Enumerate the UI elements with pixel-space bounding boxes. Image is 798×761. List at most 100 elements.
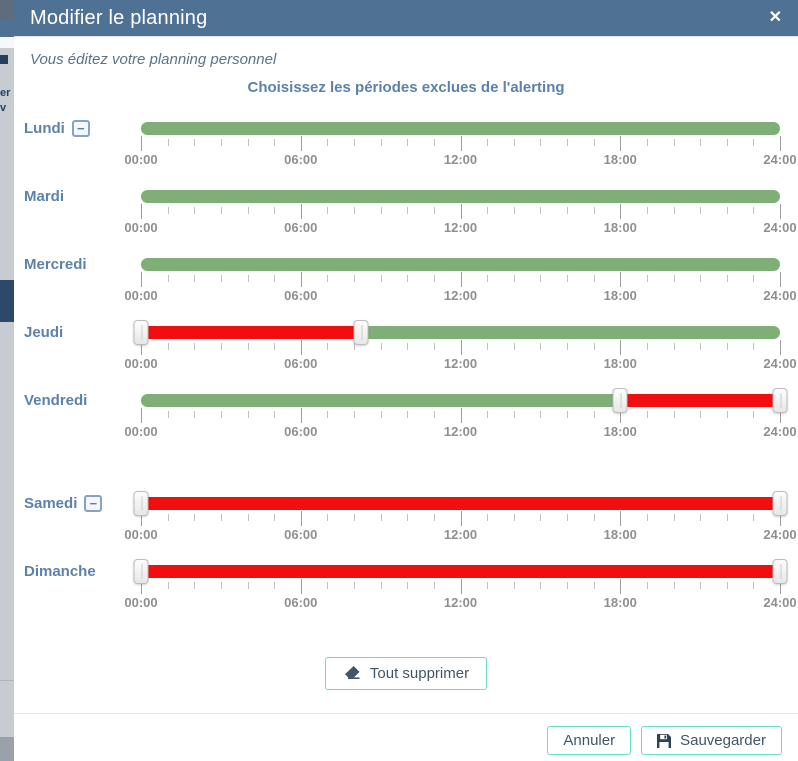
major-tick xyxy=(780,340,781,355)
minor-tick xyxy=(726,275,728,282)
background-text-fragment: er xyxy=(0,87,11,99)
minor-tick xyxy=(487,514,489,521)
minor-tick xyxy=(433,411,435,418)
day-row: Samedi − 00:00 06:00 12:00 18:00 24:00 xyxy=(14,491,798,543)
minor-tick xyxy=(753,514,755,521)
minor-tick xyxy=(407,343,409,350)
major-tick xyxy=(141,408,142,423)
minor-tick xyxy=(567,514,568,521)
day-label-col: Vendredi xyxy=(14,392,141,409)
day-label: Mardi xyxy=(24,188,65,205)
major-tick xyxy=(300,408,302,423)
time-range-slider[interactable]: 00:00 06:00 12:00 18:00 24:00 xyxy=(124,122,797,168)
time-range-slider[interactable]: 00:00 06:00 12:00 18:00 24:00 xyxy=(124,491,797,543)
background-footer-band xyxy=(0,737,14,761)
tick-label: 24:00 xyxy=(763,152,797,167)
slider-ticks: 00:00 06:00 12:00 18:00 24:00 xyxy=(124,340,797,372)
remove-period-button[interactable]: − xyxy=(84,495,103,512)
minor-tick xyxy=(567,411,568,418)
minor-tick xyxy=(407,275,409,282)
minor-tick xyxy=(194,139,196,146)
tick-label: 12:00 xyxy=(443,220,478,235)
day-label: Jeudi xyxy=(24,324,64,341)
day-label-col: Dimanche xyxy=(14,563,141,580)
time-range-slider[interactable]: 00:00 06:00 12:00 18:00 24:00 xyxy=(124,320,797,372)
minor-tick xyxy=(167,343,169,350)
time-range-slider[interactable]: 00:00 06:00 12:00 18:00 24:00 xyxy=(124,559,797,611)
tick-label: 00:00 xyxy=(124,152,158,167)
minor-tick xyxy=(327,582,329,589)
cancel-button[interactable]: Annuler xyxy=(547,726,632,755)
minor-tick xyxy=(567,275,568,282)
minor-tick xyxy=(673,207,675,214)
slider-handle[interactable] xyxy=(353,320,369,345)
minor-tick xyxy=(274,582,276,589)
slider-handle[interactable] xyxy=(612,388,628,413)
minor-tick xyxy=(274,275,276,282)
minor-tick xyxy=(194,514,196,521)
slider-handle[interactable] xyxy=(772,559,788,584)
minor-tick xyxy=(540,582,542,589)
minor-tick xyxy=(220,139,222,146)
minor-tick xyxy=(407,514,409,521)
minor-tick xyxy=(274,207,276,214)
background-divider xyxy=(0,680,14,681)
day-row: Vendredi 00:00 06:00 12:00 18:00 24:00 xyxy=(14,388,798,440)
clear-all-button[interactable]: Tout supprimer xyxy=(324,657,488,690)
tick-label: 24:00 xyxy=(763,356,797,371)
remove-period-button[interactable]: − xyxy=(71,120,90,137)
minor-tick xyxy=(513,139,515,146)
day-label-col: Samedi − xyxy=(14,495,141,512)
slider-handle[interactable] xyxy=(772,491,788,516)
minor-tick xyxy=(753,343,755,350)
minor-tick xyxy=(567,207,568,214)
time-range-slider[interactable]: 00:00 06:00 12:00 18:00 24:00 xyxy=(124,388,797,440)
tick-label: 12:00 xyxy=(443,424,478,439)
background-selected-row xyxy=(0,280,14,322)
save-button[interactable]: Sauvegarder xyxy=(641,726,782,755)
slider-track xyxy=(141,190,780,203)
major-tick xyxy=(460,340,462,355)
close-icon[interactable]: ✕ xyxy=(768,9,782,26)
major-tick xyxy=(620,408,622,423)
minor-tick xyxy=(593,207,595,214)
minor-tick xyxy=(513,343,515,350)
minor-tick xyxy=(540,275,542,282)
major-tick xyxy=(141,136,142,151)
minor-tick xyxy=(220,275,222,282)
slider-handle[interactable] xyxy=(772,388,788,413)
minor-tick xyxy=(220,411,222,418)
minor-tick xyxy=(247,514,249,521)
time-range-slider[interactable]: 00:00 06:00 12:00 18:00 24:00 xyxy=(124,258,797,304)
minor-tick xyxy=(247,275,249,282)
minor-tick xyxy=(327,514,329,521)
major-tick xyxy=(460,579,462,594)
section-title: Choisissez les périodes exclues de l'ale… xyxy=(247,79,565,96)
minor-tick xyxy=(354,411,355,418)
slider-handle[interactable] xyxy=(133,559,149,584)
tick-label: 00:00 xyxy=(124,220,158,235)
minor-tick xyxy=(540,343,542,350)
tick-label: 06:00 xyxy=(284,595,318,610)
minor-tick xyxy=(354,139,355,146)
slider-handle[interactable] xyxy=(133,491,149,516)
minor-tick xyxy=(513,411,515,418)
tick-label: 24:00 xyxy=(763,288,797,303)
major-tick xyxy=(780,511,781,526)
minor-tick xyxy=(673,582,675,589)
major-tick xyxy=(620,511,622,526)
slider-handle[interactable] xyxy=(133,320,149,345)
slider-ticks: 00:00 06:00 12:00 18:00 24:00 xyxy=(124,579,797,611)
time-range-slider[interactable]: 00:00 06:00 12:00 18:00 24:00 xyxy=(124,190,797,236)
minor-tick xyxy=(194,275,196,282)
minor-tick xyxy=(540,514,542,521)
major-tick xyxy=(620,340,622,355)
minor-tick xyxy=(513,514,515,521)
clear-button-wrap: Tout supprimer xyxy=(14,611,798,690)
slider-track xyxy=(141,258,780,271)
minor-tick xyxy=(726,139,728,146)
minor-tick xyxy=(433,582,435,589)
day-label-col: Mardi xyxy=(14,188,141,205)
minor-tick xyxy=(167,139,169,146)
day-label: Lundi xyxy=(24,120,65,137)
